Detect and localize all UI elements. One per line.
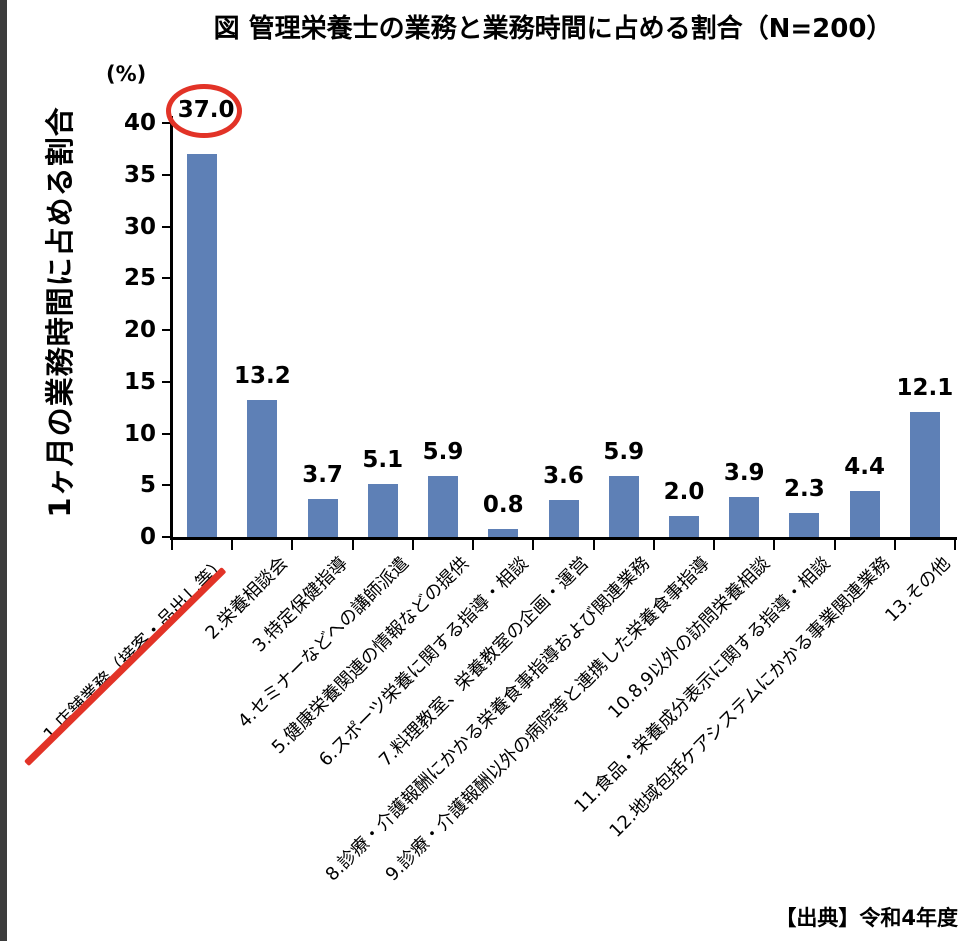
y-axis-line (170, 116, 173, 540)
bar-value-label: 3.7 (302, 461, 343, 488)
y-tick-label: 40 (123, 110, 156, 136)
y-axis-tick (162, 277, 171, 280)
x-axis-tick (652, 540, 655, 550)
bar (488, 528, 519, 537)
y-tick-label: 5 (139, 472, 156, 499)
x-axis-line (170, 537, 957, 540)
bar (608, 475, 639, 537)
bar-value-label: 5.9 (603, 438, 645, 465)
bar-value-label: 12.1 (896, 374, 954, 401)
x-axis-tick (472, 540, 475, 550)
y-axis-tick (162, 484, 171, 487)
y-axis-tick (162, 432, 171, 435)
x-category-label: 13.その他 (881, 553, 955, 627)
x-axis-tick (954, 540, 956, 550)
x-category-label: 12.地域包括ケアシステムにかかる事業関連業務 (605, 553, 895, 842)
y-tick-label: 10 (123, 420, 156, 447)
x-axis-tick (291, 540, 294, 550)
bar (909, 411, 940, 537)
x-axis-tick (231, 540, 234, 550)
x-axis-tick (351, 540, 354, 550)
bar-value-label: 3.6 (543, 462, 584, 489)
x-axis-tick (773, 540, 776, 550)
bar (187, 154, 218, 537)
y-axis-tick (162, 380, 171, 383)
bar (729, 496, 760, 537)
bar-value-label: 0.8 (482, 491, 524, 518)
red-underline-annotation (23, 567, 227, 767)
red-circle-annotation (166, 84, 242, 138)
bar-value-label: 5.1 (362, 447, 404, 474)
x-axis-tick (893, 540, 896, 550)
y-axis-title: 1ヶ月の業務時間に占める割合 (43, 106, 77, 518)
y-tick-label: 20 (123, 317, 156, 343)
x-axis-tick (171, 540, 173, 550)
y-axis-tick (162, 225, 171, 228)
bar-value-label: 5.9 (422, 438, 464, 465)
y-tick-label: 15 (123, 368, 156, 395)
bar (428, 475, 459, 537)
x-axis-tick (833, 540, 836, 550)
y-axis-tick (162, 122, 171, 124)
bar (789, 513, 820, 537)
y-axis-tick (162, 173, 171, 176)
bar-value-label: 2.0 (663, 479, 705, 506)
x-axis-tick (713, 540, 716, 550)
percent-unit-label: (%) (106, 62, 147, 86)
y-tick-label: 35 (123, 161, 156, 188)
left-edge-strip (0, 0, 7, 941)
source-note: 【出典】令和4年度 (775, 906, 958, 930)
y-tick-label: 25 (123, 265, 156, 292)
bar-value-label: 2.3 (784, 476, 825, 503)
x-axis-tick (592, 540, 595, 550)
x-axis-tick (532, 540, 535, 550)
y-tick-label: 0 (139, 524, 156, 550)
y-axis-tick (162, 536, 171, 538)
bar-value-label: 4.4 (844, 454, 886, 481)
y-tick-label: 30 (123, 213, 156, 240)
bar (668, 516, 699, 537)
bar (307, 498, 338, 537)
y-axis-tick (162, 329, 171, 331)
bar (247, 400, 278, 537)
x-axis-tick (411, 540, 414, 550)
bar (849, 491, 880, 537)
bar-value-label: 13.2 (233, 363, 291, 390)
bar-value-label: 3.9 (723, 459, 765, 486)
chart-title: 図 管理栄養士の業務と業務時間に占める割合（N=200） (213, 14, 893, 44)
bar (367, 484, 398, 537)
bar (548, 499, 579, 537)
